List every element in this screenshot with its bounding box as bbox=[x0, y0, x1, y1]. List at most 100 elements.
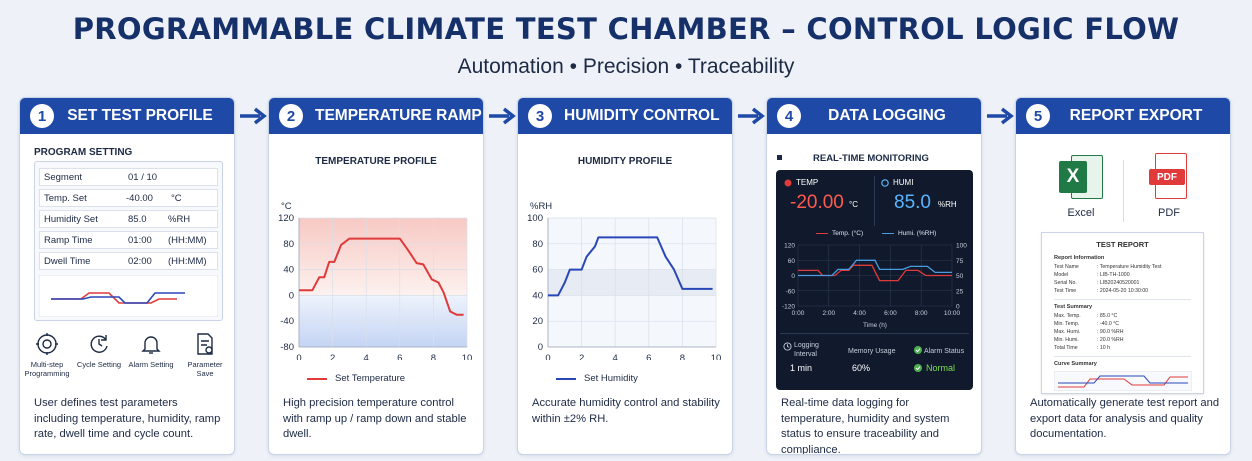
mini-temp-line bbox=[51, 292, 177, 304]
warm-zone bbox=[299, 218, 467, 296]
y-tick-label: 0 bbox=[289, 290, 294, 301]
report-value: : 85.0 °C bbox=[1097, 313, 1118, 319]
monitor-bullet-icon bbox=[777, 155, 782, 160]
report-value: : 20.0 %RH bbox=[1097, 337, 1124, 343]
step-description: High precision temperature control with … bbox=[283, 397, 467, 440]
chart-legend: Set Humidity bbox=[556, 373, 638, 384]
alarm-status-value: Normal bbox=[926, 363, 956, 373]
step-title: TEMPERATURE RAMP bbox=[315, 107, 482, 124]
multi-step-programming-item[interactable]: Multi-step Programming bbox=[20, 332, 74, 378]
series-line bbox=[798, 259, 952, 277]
step-description: Automatically generate test report and e… bbox=[1030, 397, 1220, 440]
x-tick-label: 0 bbox=[545, 353, 550, 360]
alarm-setting-icon bbox=[141, 336, 161, 354]
step-card-data-logging: 4 DATA LOGGING REAL-TIME MONITORING TEMP… bbox=[766, 97, 982, 455]
divider bbox=[1054, 356, 1191, 357]
divider bbox=[1054, 299, 1191, 300]
report-value: : 90.0 %RH bbox=[1097, 329, 1124, 335]
excel-label: Excel bbox=[1067, 207, 1095, 219]
step-title: REPORT EXPORT bbox=[1069, 107, 1203, 124]
alarm-status-label: Alarm Status bbox=[924, 348, 965, 355]
icon-label: Save bbox=[196, 369, 214, 378]
parameter-save-icon bbox=[197, 333, 213, 355]
legend-line bbox=[882, 232, 894, 235]
setting-value: 02:00 bbox=[128, 256, 152, 267]
legend-line bbox=[816, 232, 828, 235]
test-report-preview: TEST REPORT Report Information Test Name… bbox=[1041, 232, 1204, 394]
step-header: 4 DATA LOGGING bbox=[767, 98, 981, 134]
program-setting-panel: Segment 01 / 10 Temp. Set -40.00 °C Humi… bbox=[34, 161, 223, 321]
step-card-humidity-control: 3 HUMIDITY CONTROL HUMIDITY PROFILE 100 8… bbox=[517, 97, 733, 455]
report-value: : LIB20240520001 bbox=[1097, 280, 1140, 286]
y-tick-label: 0 bbox=[538, 342, 543, 353]
divider bbox=[1123, 160, 1124, 222]
y-right-tick-label: 25 bbox=[956, 288, 964, 295]
alarm-setting-item[interactable]: Alarm Setting bbox=[124, 332, 178, 369]
report-section-title: Curve Summary bbox=[1054, 361, 1097, 367]
report-section-title: Report Information bbox=[1054, 255, 1105, 261]
step-number: 1 bbox=[30, 104, 54, 128]
report-key: Test Time bbox=[1054, 288, 1077, 294]
multi-step-programming-icon bbox=[36, 333, 58, 355]
legend-label: Set Humidity bbox=[584, 373, 638, 384]
mini-humi-line bbox=[51, 292, 185, 304]
step-description: Real-time data logging for temperature, … bbox=[781, 397, 950, 455]
cycle-setting-item[interactable]: Cycle Setting bbox=[72, 332, 126, 369]
realtime-log-chart: 120 60 0 -60 -120 100 75 50 25 0 0:00 2:00 4:00 6:00 8… bbox=[782, 243, 967, 330]
x-tick-label: 8 bbox=[431, 353, 436, 360]
mini-profile-graph bbox=[39, 275, 218, 317]
setting-row: Temp. Set -40.00 °C bbox=[39, 189, 218, 207]
pdf-export-button[interactable]: PDF PDF bbox=[1138, 153, 1200, 219]
x-tick-label: 4:00 bbox=[853, 310, 866, 317]
report-value: : -40.0 °C bbox=[1097, 321, 1119, 327]
y-tick-label: -120 bbox=[782, 304, 795, 311]
excel-glyph: X bbox=[1059, 161, 1087, 193]
step-title: SET TEST PROFILE bbox=[67, 107, 213, 124]
step-header: 1 SET TEST PROFILE bbox=[20, 98, 234, 134]
setting-row: Ramp Time 01:00 (HH:MM) bbox=[39, 231, 218, 249]
step-title: DATA LOGGING bbox=[828, 107, 946, 124]
pdf-glyph: PDF bbox=[1149, 169, 1185, 185]
x-tick-label: 6 bbox=[397, 353, 402, 360]
chart-title: TEMPERATURE PROFILE bbox=[315, 156, 437, 167]
arrow-right-icon bbox=[240, 107, 267, 125]
legend-line bbox=[307, 377, 327, 380]
memory-usage-label: Memory Usage bbox=[848, 348, 896, 355]
y-tick-label: 80 bbox=[532, 239, 543, 250]
x-tick-label: 8 bbox=[680, 353, 685, 360]
temp-indicator-icon bbox=[784, 179, 792, 187]
logging-interval-label: Interval bbox=[794, 351, 817, 358]
step-description: User defines test parameters including t… bbox=[34, 397, 221, 440]
excel-export-button[interactable]: X Excel bbox=[1050, 153, 1112, 219]
setting-value: 01:00 bbox=[128, 235, 152, 246]
y-tick-label: 120 bbox=[784, 243, 795, 250]
x-tick-label: 4 bbox=[613, 353, 618, 360]
setting-row: Dwell Time 02:00 (HH:MM) bbox=[39, 252, 218, 270]
step-card-temperature-ramp: 2 TEMPERATURE RAMP TEMPERATURE PROFILE 1… bbox=[268, 97, 484, 455]
temp-value: -20.00 bbox=[790, 192, 844, 213]
step-number: 4 bbox=[777, 104, 801, 128]
x-tick-label: 0 bbox=[296, 353, 301, 360]
y-axis-label: °C bbox=[281, 201, 292, 212]
report-key: Serial No. bbox=[1054, 280, 1077, 286]
step-title: HUMIDITY CONTROL bbox=[564, 107, 720, 124]
setting-row: Segment 01 / 10 bbox=[39, 168, 218, 186]
x-tick-label: 6:00 bbox=[884, 310, 897, 317]
step-header: 2 TEMPERATURE RAMP bbox=[269, 98, 483, 134]
step-number: 2 bbox=[279, 104, 303, 128]
report-key: Min. Humi. bbox=[1054, 337, 1079, 343]
report-key: Test Name bbox=[1054, 264, 1079, 270]
parameter-save-item[interactable]: Parameter Save bbox=[178, 332, 232, 378]
logging-interval-value: 1 min bbox=[790, 363, 813, 373]
report-title: TEST REPORT bbox=[1096, 240, 1149, 249]
check-icon bbox=[914, 346, 922, 354]
icon-label: Alarm Setting bbox=[128, 360, 174, 369]
report-key: Min. Temp. bbox=[1054, 321, 1080, 327]
legend-label: Temp. (°C) bbox=[832, 230, 864, 237]
y-tick-label: -80 bbox=[280, 342, 294, 353]
report-value: : 10 h bbox=[1097, 345, 1110, 351]
x-tick-label: 2 bbox=[330, 353, 335, 360]
monitor-title: REAL-TIME MONITORING bbox=[813, 153, 929, 164]
report-section-title: Test Summary bbox=[1054, 304, 1093, 310]
